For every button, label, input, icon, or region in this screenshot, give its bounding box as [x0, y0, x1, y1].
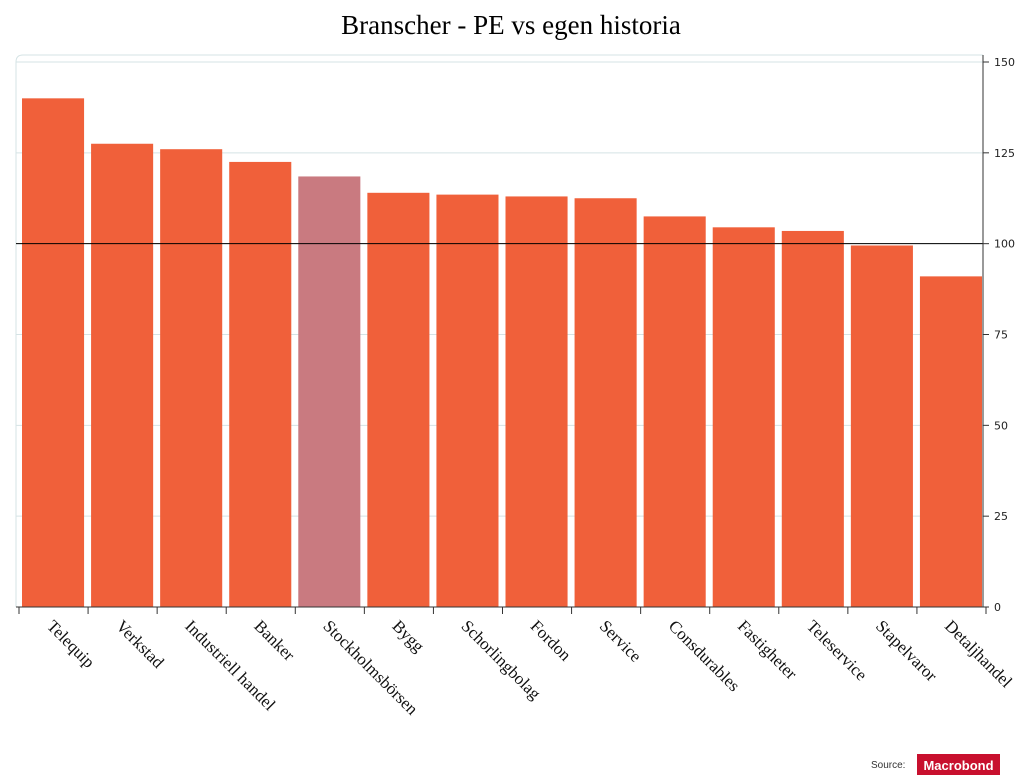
bar-consdurables	[643, 216, 706, 607]
y-tick-label: 125	[994, 147, 1015, 160]
x-tick-label: Bygg	[389, 616, 429, 656]
bar-stockholmsbörsen	[298, 176, 361, 607]
bar-stapelvaror	[850, 245, 913, 607]
y-tick-label: 100	[994, 238, 1015, 251]
y-tick-label: 75	[994, 329, 1008, 342]
bar-fordon	[505, 196, 568, 607]
bar-telequip	[22, 98, 85, 607]
y-tick-label: 150	[994, 56, 1015, 69]
y-tick-label: 50	[994, 419, 1008, 432]
y-tick-label: 25	[994, 510, 1008, 523]
x-tick-label: Fastigheter	[734, 616, 801, 683]
source-label: Source:	[871, 760, 905, 771]
x-tick-label: Detaljhandel	[941, 616, 1016, 691]
bar-bygg	[367, 192, 430, 608]
bar-verkstad	[91, 143, 154, 607]
x-tick-label: Fordon	[527, 616, 576, 665]
x-tick-label: Banker	[250, 616, 298, 664]
bar-fastigheter	[712, 227, 775, 608]
y-axis: 0 25 50 75 100 125 150	[982, 55, 1015, 614]
source-credit: Source: Macrobond	[871, 754, 1000, 775]
chart-title: Branscher - PE vs egen historia	[341, 10, 681, 40]
x-tick-label: Service	[596, 616, 645, 665]
x-tick-label: Consdurables	[665, 616, 744, 695]
bar-service	[574, 198, 637, 607]
macrobond-logo	[917, 754, 1000, 775]
bar-schorlingbolag	[436, 194, 499, 607]
bar-banker	[229, 161, 292, 607]
x-tick-label: Stapelvaror	[872, 616, 941, 685]
bars	[22, 98, 982, 608]
x-axis: Telequip Verkstad Industriell handelBanker…	[16, 606, 1016, 719]
bar-teleservice	[781, 230, 844, 607]
x-tick-label: Verkstad	[112, 616, 168, 672]
macrobond-logo-text: Macrobond	[923, 758, 993, 773]
y-tick-label: 0	[994, 601, 1001, 614]
bar-industriell-handel	[160, 149, 223, 607]
x-tick-label: Teleservice	[803, 616, 871, 684]
x-tick-label: Telequip	[43, 616, 98, 671]
bar-detaljhandel	[919, 276, 982, 607]
